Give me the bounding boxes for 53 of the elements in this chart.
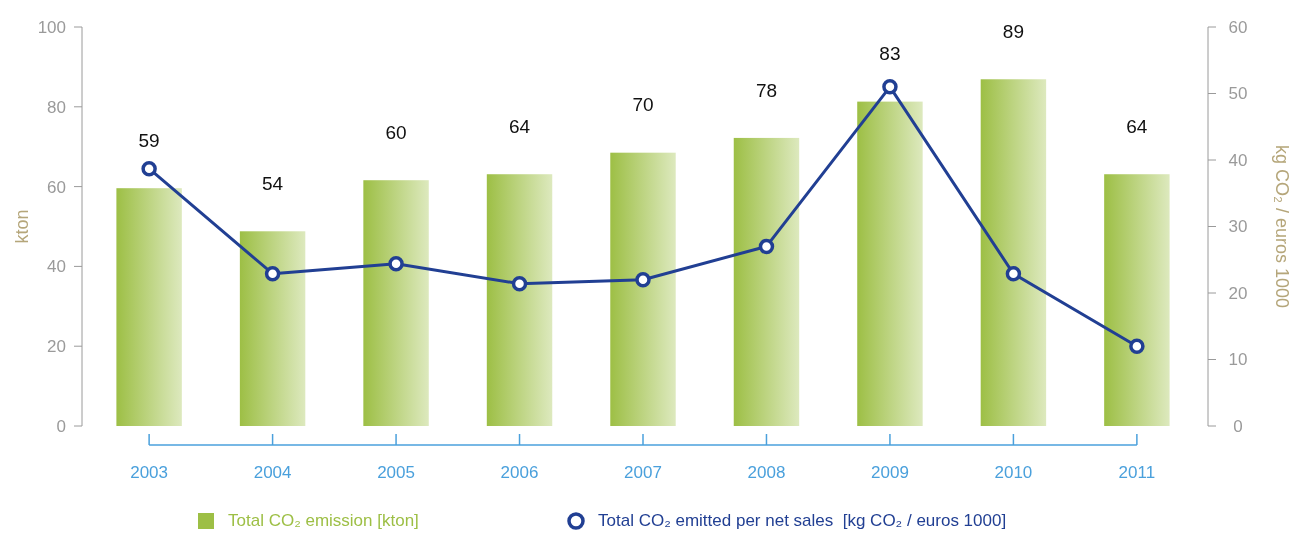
point	[264, 265, 281, 282]
y-tick-label: 100	[37, 17, 66, 37]
annotation: 59	[138, 129, 160, 151]
y2-tick-label: 0	[1233, 416, 1243, 436]
point	[511, 275, 528, 292]
annotation: 60	[385, 121, 407, 143]
x-tick-label: 2005	[377, 463, 415, 482]
bar	[733, 137, 800, 426]
point	[1005, 265, 1022, 282]
annotation: 64	[508, 115, 531, 137]
y2-tick-label: 50	[1228, 84, 1248, 104]
annotation: 78	[755, 79, 778, 101]
y2-tick-label: 20	[1228, 283, 1248, 303]
annotation: 70	[632, 94, 654, 116]
point	[141, 160, 157, 177]
point	[758, 238, 775, 255]
y-axis-title: kton	[12, 209, 32, 244]
point	[882, 79, 898, 95]
y-tick-label: 0	[56, 416, 66, 436]
bar	[486, 174, 553, 426]
x-tick-label: 2008	[747, 463, 786, 482]
x-tick-label: 2003	[130, 463, 169, 482]
bar	[363, 180, 429, 426]
bar	[610, 152, 676, 426]
x-tick-label: 2004	[253, 463, 292, 482]
bar	[239, 231, 306, 426]
point	[388, 255, 404, 272]
annotation: 89	[1002, 20, 1024, 42]
y2-tick-label: 10	[1228, 350, 1248, 370]
bar	[116, 188, 182, 426]
annotation: 54	[262, 172, 284, 194]
x-tick-label: 2011	[1118, 463, 1156, 482]
y2-tick-label: 40	[1228, 150, 1248, 170]
y-tick-label: 40	[47, 257, 66, 277]
legend-label: Total CO₂ emission [kton]	[228, 511, 419, 530]
bar	[1104, 174, 1170, 426]
annotation: 83	[879, 43, 901, 65]
point	[635, 271, 651, 288]
x-tick-label: 2009	[871, 463, 909, 482]
y-tick-label: 80	[47, 97, 66, 117]
x-tick-label: 2010	[994, 463, 1033, 482]
y2-tick-label: 60	[1228, 17, 1248, 37]
y2-tick-label: 30	[1228, 217, 1248, 237]
x-tick-label: 2007	[624, 463, 662, 482]
bar	[857, 101, 923, 426]
y-tick-label: 60	[47, 177, 66, 197]
x-tick-label: 2006	[500, 463, 539, 482]
bar	[980, 79, 1047, 426]
y2-axis-title: kg CO₂ / euros 1000	[1272, 144, 1292, 309]
legend-label: Total CO₂ emitted per net sales [kg CO₂ / euros 1000]	[598, 511, 1007, 530]
y-tick-label: 20	[47, 337, 66, 357]
point	[1129, 338, 1145, 354]
annotation: 64	[1126, 115, 1148, 137]
